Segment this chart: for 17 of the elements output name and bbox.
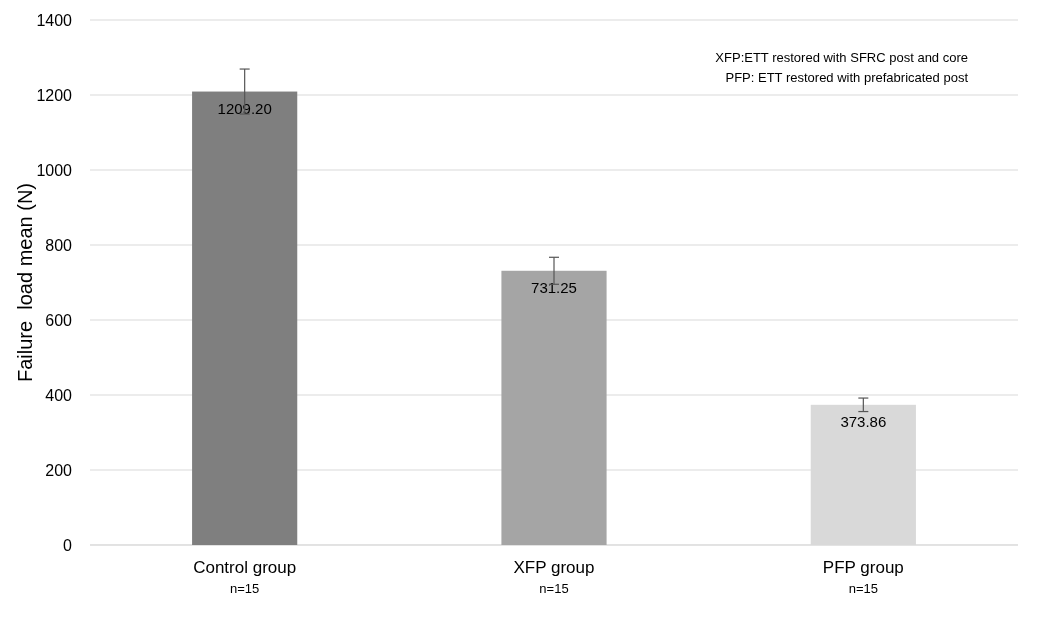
y-axis-title: Failure load mean (N) [14,183,36,382]
y-tick-label: 1400 [36,11,73,29]
annotation: PFP: ETT restored with prefabricated post [725,70,969,85]
y-tick-label: 1200 [36,86,73,104]
data-label: 1209.20 [217,99,272,117]
y-tick-label: 200 [45,461,73,479]
x-tick-label: PFP group n=15 [822,558,904,596]
y-tick-label: 800 [45,236,73,254]
y-tick-label: 0 [63,536,73,554]
x-tick-label: Control group n=15 [193,558,297,596]
data-label: 731.25 [531,278,577,296]
x-tick-label: XFP group n=15 [513,558,595,596]
y-tick-label: 400 [45,386,73,404]
y-tick-label: 600 [45,311,73,329]
annotation: XFP:ETT restored with SFRC post and core [715,50,968,65]
y-tick-label: 1000 [36,161,73,179]
data-label: 373.86 [840,412,887,430]
